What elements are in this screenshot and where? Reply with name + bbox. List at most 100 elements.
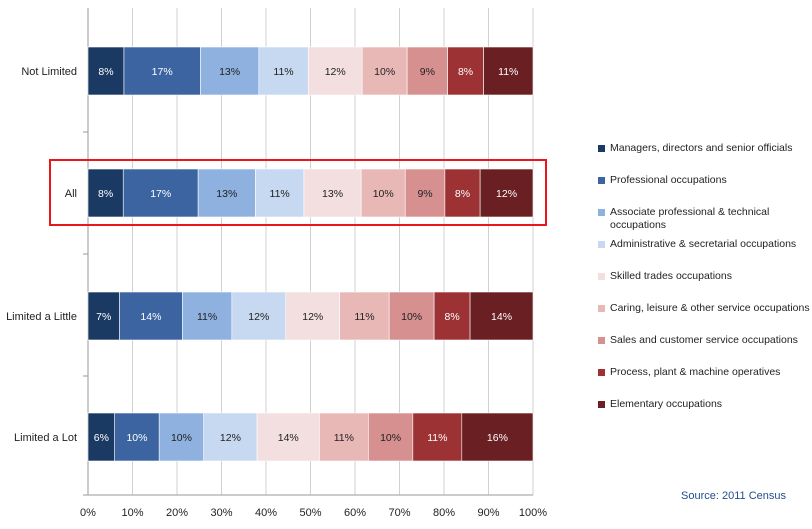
- data-label: 8%: [455, 188, 470, 200]
- bar-segment-elementary-occupations[interactable]: [479, 168, 534, 218]
- source-note: Source: 2011 Census: [681, 490, 786, 502]
- legend-label: Associate professional & technical occup…: [610, 206, 770, 231]
- bar-segment-administrative-secretarial-occupations[interactable]: [231, 291, 287, 341]
- data-label: 8%: [458, 66, 473, 78]
- bar-segment-skilled-trades-occupations[interactable]: [307, 46, 363, 96]
- bar-segment-professional-occupations[interactable]: [123, 46, 201, 96]
- data-label: 10%: [373, 188, 394, 200]
- bar-segment-associate-professional-technical-occupations[interactable]: [200, 46, 260, 96]
- legend-label: Caring, leisure & other service occupati…: [610, 302, 810, 314]
- data-label: 11%: [427, 432, 447, 444]
- category-label: Limited a Little: [6, 311, 77, 323]
- bar-segment-managers-directors-and-senior-officials[interactable]: [87, 46, 125, 96]
- data-label: 12%: [325, 66, 346, 78]
- data-label: 12%: [248, 311, 269, 323]
- x-tick-label: 10%: [121, 507, 143, 519]
- bar-segment-administrative-secretarial-occupations[interactable]: [255, 168, 305, 218]
- data-label: 17%: [152, 66, 173, 78]
- legend-label: Process, plant & machine operatives: [610, 366, 781, 378]
- bar-segment-sales-and-customer-service-occupations[interactable]: [368, 412, 414, 462]
- bar-segment-managers-directors-and-senior-officials[interactable]: [87, 168, 124, 218]
- data-label: 10%: [401, 311, 422, 323]
- data-label: 12%: [220, 432, 241, 444]
- x-tick-label: 80%: [433, 507, 455, 519]
- legend-item-caring-leisure-other-service-occupations[interactable]: Caring, leisure & other service occupati…: [598, 302, 812, 315]
- legend-label: Elementary occupations: [610, 398, 723, 410]
- bar-segment-caring-leisure-other-service-occupations[interactable]: [319, 412, 369, 462]
- legend-swatch: [598, 401, 605, 408]
- legend-swatch: [598, 273, 605, 280]
- data-label: 11%: [197, 311, 217, 323]
- bar-segment-process-plant-machine-operatives[interactable]: [412, 412, 463, 462]
- bar-segment-managers-directors-and-senior-officials[interactable]: [87, 291, 120, 341]
- legend-swatch: [598, 145, 605, 152]
- bar-segment-process-plant-machine-operatives[interactable]: [444, 168, 481, 218]
- legend-label: Professional occupations: [610, 174, 727, 186]
- data-label: 9%: [420, 66, 435, 78]
- bar-segment-administrative-secretarial-occupations[interactable]: [258, 46, 309, 96]
- data-label: 13%: [322, 188, 343, 200]
- data-label: 11%: [498, 66, 518, 78]
- bar-segment-elementary-occupations[interactable]: [461, 412, 534, 462]
- data-label: 8%: [98, 188, 113, 200]
- x-tick-label: 70%: [388, 507, 410, 519]
- legend-item-professional-occupations[interactable]: Professional occupations: [598, 174, 812, 187]
- bar-segment-process-plant-machine-operatives[interactable]: [433, 291, 471, 341]
- x-tick-label: 60%: [344, 507, 366, 519]
- data-label: 10%: [380, 432, 401, 444]
- data-label: 13%: [219, 66, 240, 78]
- bar-segment-elementary-occupations[interactable]: [469, 291, 534, 341]
- bar-segment-associate-professional-technical-occupations[interactable]: [197, 168, 256, 218]
- highlight-box: [49, 159, 547, 226]
- category-label: Not Limited: [21, 66, 77, 78]
- bar-segment-managers-directors-and-senior-officials[interactable]: [87, 412, 116, 462]
- bar-segment-professional-occupations[interactable]: [122, 168, 199, 218]
- bar-segment-sales-and-customer-service-occupations[interactable]: [406, 46, 448, 96]
- bar-segment-associate-professional-technical-occupations[interactable]: [182, 291, 233, 341]
- data-label: 14%: [491, 311, 512, 323]
- x-tick-label: 0%: [80, 507, 96, 519]
- bar-segment-skilled-trades-occupations[interactable]: [285, 291, 341, 341]
- x-tick-label: 50%: [299, 507, 321, 519]
- bar-segment-professional-occupations[interactable]: [119, 291, 183, 341]
- legend-item-sales-and-customer-service-occupations[interactable]: Sales and customer service occupations: [598, 334, 812, 347]
- legend-item-process-plant-machine-operatives[interactable]: Process, plant & machine operatives: [598, 366, 812, 379]
- bar-segment-skilled-trades-occupations[interactable]: [303, 168, 362, 218]
- legend-label: Skilled trades occupations: [610, 270, 732, 282]
- bar-segment-elementary-occupations[interactable]: [483, 46, 534, 96]
- legend-swatch: [598, 369, 605, 376]
- legend-item-elementary-occupations[interactable]: Elementary occupations: [598, 398, 812, 411]
- bar-segment-skilled-trades-occupations[interactable]: [256, 412, 320, 462]
- legend-item-skilled-trades-occupations[interactable]: Skilled trades occupations: [598, 270, 812, 283]
- legend-item-administrative-secretarial-occupations[interactable]: Administrative & secretarial occupations: [598, 238, 812, 251]
- category-label: Limited a Lot: [14, 432, 77, 444]
- data-label: 14%: [278, 432, 299, 444]
- bar-segment-caring-leisure-other-service-occupations[interactable]: [361, 46, 408, 96]
- data-label: 10%: [126, 432, 147, 444]
- data-label: 13%: [216, 188, 237, 200]
- data-label: 10%: [374, 66, 395, 78]
- legend-label: Managers, directors and senior officials: [610, 142, 793, 154]
- data-label: 16%: [487, 432, 508, 444]
- data-label: 14%: [140, 311, 161, 323]
- legend-item-managers-directors-and-senior-officials[interactable]: Managers, directors and senior officials: [598, 142, 812, 155]
- data-label: 9%: [417, 188, 432, 200]
- bar-segment-associate-professional-technical-occupations[interactable]: [158, 412, 204, 462]
- bar-segment-caring-leisure-other-service-occupations[interactable]: [360, 168, 406, 218]
- x-tick-label: 100%: [519, 507, 547, 519]
- data-label: 11%: [334, 432, 354, 444]
- data-label: 12%: [496, 188, 517, 200]
- data-label: 12%: [302, 311, 323, 323]
- legend-item-associate-professional-technical-occupations[interactable]: Associate professional & technical occup…: [598, 206, 812, 232]
- data-label: 7%: [96, 311, 111, 323]
- legend-label: Administrative & secretarial occupations: [610, 238, 797, 250]
- legend-swatch: [598, 177, 605, 184]
- data-label: 11%: [270, 188, 290, 200]
- legend-swatch: [598, 337, 605, 344]
- x-tick-label: 20%: [166, 507, 188, 519]
- category-label: All: [65, 188, 77, 200]
- bar-segment-process-plant-machine-operatives[interactable]: [447, 46, 484, 96]
- bar-segment-sales-and-customer-service-occupations[interactable]: [404, 168, 446, 218]
- x-tick-label: 40%: [255, 507, 277, 519]
